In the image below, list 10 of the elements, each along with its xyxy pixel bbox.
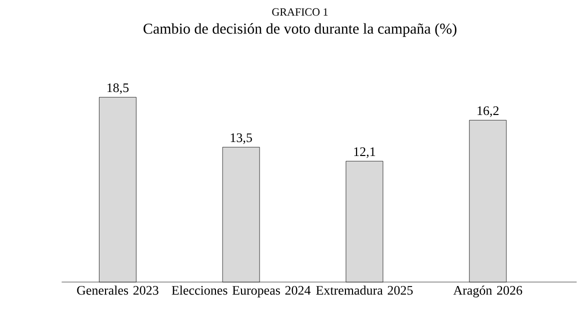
data-label: 12,1 [354,147,376,158]
x-tick-label: Aragón 2026 [453,286,522,298]
chart-title: GRAFICO 1 [272,8,328,16]
data-label: 18,5 [107,83,129,94]
data-label: 13,5 [230,133,252,144]
x-tick-label: Generales 2023 [77,286,158,295]
x-tick-label: Extremadura 2025 [316,286,413,295]
chart-subtitle: Cambio de decisión de voto durante la campaña (%) [144,23,456,37]
data-label: 16,2 [478,106,499,118]
x-tick-label: Elecciones Europeas 2024 [172,286,311,298]
